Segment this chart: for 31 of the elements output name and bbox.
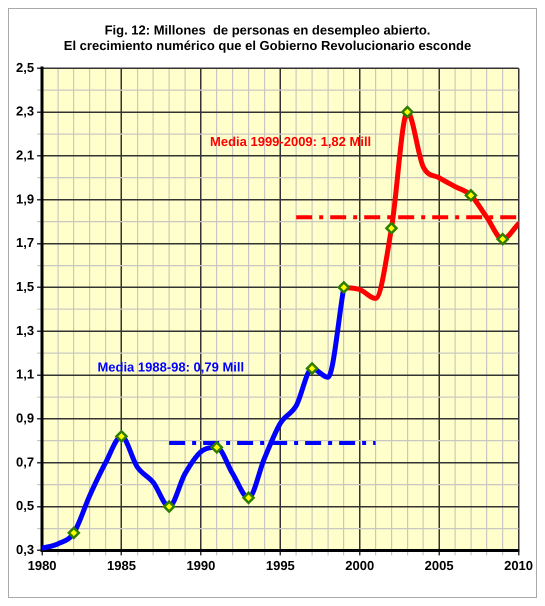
point [306,362,318,375]
chart-title: Fig. 12: Millones de personas en desempleo abierto. El crecimiento numérico que el Gobierno Revolucionario esconde [64,22,472,53]
x-tick-label: 2010 [504,558,533,573]
x-tick-label: 1985 [107,558,136,573]
point [401,106,414,118]
y-tick-label: 1,5 [16,278,34,294]
x-tick-label: 2000 [345,558,374,573]
y-tick-label: 1,1 [16,366,34,382]
point [385,222,398,234]
point [496,232,509,246]
y-tick-label: 0,7 [16,454,34,470]
y-tick-label: 1,3 [16,322,34,338]
point [464,189,478,202]
x-tick-label: 1980 [28,558,57,573]
point [115,430,128,443]
point [210,441,224,454]
y-tick-label: 0,9 [16,410,34,426]
point [68,526,80,540]
y-tick-label: 2,5 [16,60,34,75]
x-tick-label: 1995 [266,558,295,573]
y-tick-label: 1,7 [16,235,34,250]
x-tick-label: 1990 [186,558,216,573]
y-tick-label: 0,3 [16,542,34,557]
y-tick-label: 2,3 [16,104,34,119]
y-tick-label: 0,5 [16,498,34,514]
y-tick-label: 2,1 [16,147,34,162]
y-tick-label: 1,9 [16,191,34,206]
point [162,500,176,513]
x-tick-label: 2005 [424,558,454,573]
point [242,492,255,504]
point [338,281,350,294]
